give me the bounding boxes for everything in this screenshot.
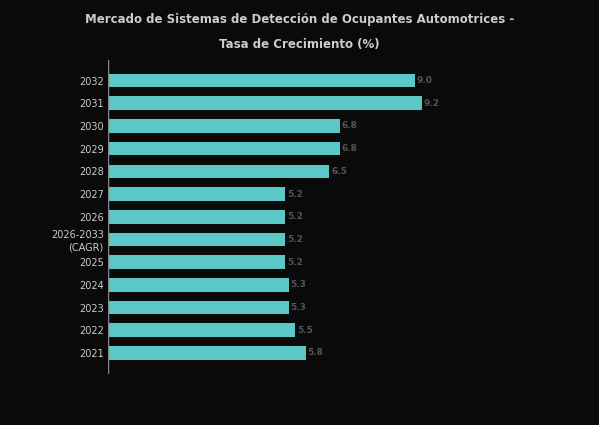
Bar <box>108 346 305 360</box>
Text: 5.3: 5.3 <box>291 303 306 312</box>
Bar <box>108 119 340 133</box>
Bar <box>108 187 285 201</box>
Bar <box>108 255 285 269</box>
Text: 6.5: 6.5 <box>331 167 347 176</box>
Legend: Mercado de Sistemas de Detección de Ocupantes Automotrices: Mercado de Sistemas de Detección de Ocup… <box>112 423 410 425</box>
Text: 6.8: 6.8 <box>341 144 357 153</box>
Bar <box>108 74 415 88</box>
Text: 9.0: 9.0 <box>416 76 432 85</box>
Text: 5.2: 5.2 <box>287 212 302 221</box>
Text: Tasa de Crecimiento (%): Tasa de Crecimiento (%) <box>219 38 380 51</box>
Text: 5.2: 5.2 <box>287 190 302 198</box>
Bar <box>108 323 295 337</box>
Text: 5.2: 5.2 <box>287 258 302 266</box>
Text: 6.8: 6.8 <box>341 122 357 130</box>
Text: 5.3: 5.3 <box>291 280 306 289</box>
Text: Mercado de Sistemas de Detección de Ocupantes Automotrices -: Mercado de Sistemas de Detección de Ocup… <box>85 13 514 26</box>
Bar <box>108 232 285 246</box>
Bar <box>108 278 289 292</box>
Bar <box>108 301 289 314</box>
Text: 5.8: 5.8 <box>307 348 323 357</box>
Text: 5.2: 5.2 <box>287 235 302 244</box>
Bar <box>108 142 340 156</box>
Text: 5.5: 5.5 <box>297 326 313 335</box>
Bar <box>108 210 285 224</box>
Text: 9.2: 9.2 <box>423 99 439 108</box>
Bar <box>108 96 422 110</box>
Bar <box>108 164 329 178</box>
